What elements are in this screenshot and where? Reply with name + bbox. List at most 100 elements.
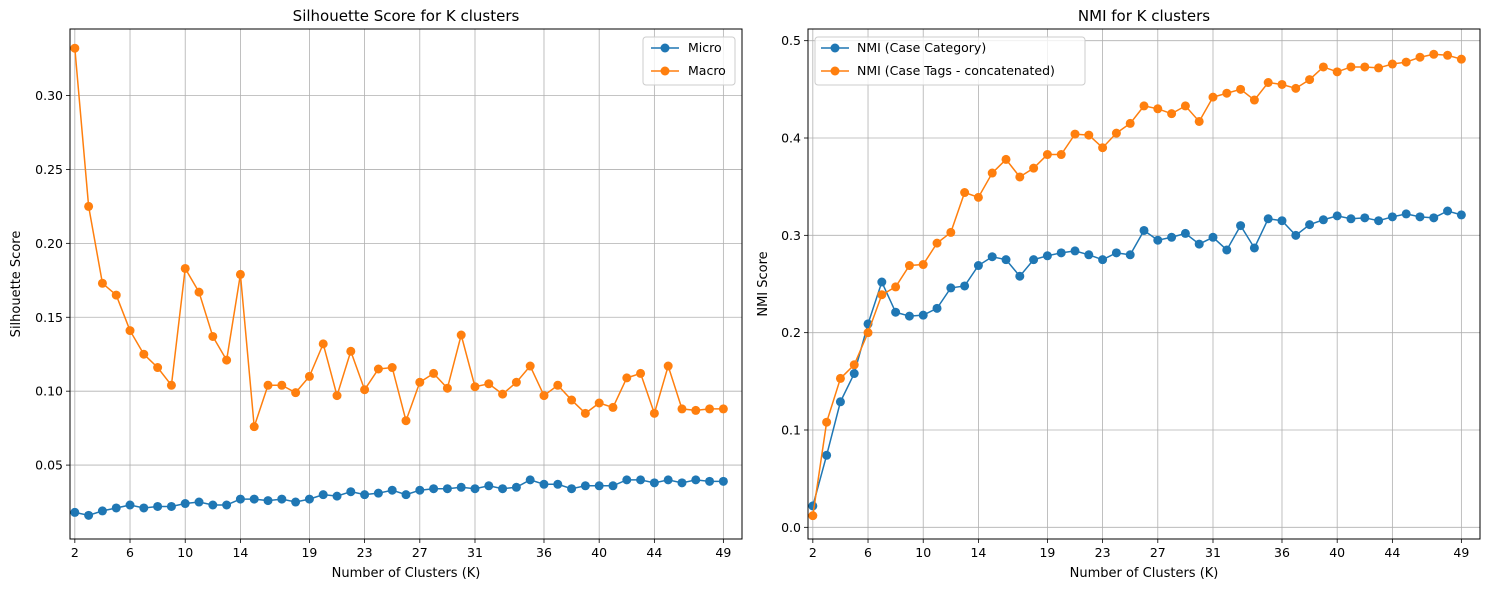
x-tick-label: 44 [646, 545, 662, 560]
data-point [1070, 246, 1080, 256]
data-point [360, 490, 370, 500]
legend-marker-case-category [830, 43, 840, 53]
data-point [622, 373, 632, 383]
y-tick-label: 0.10 [35, 384, 63, 399]
data-point [1015, 271, 1025, 281]
data-point [987, 168, 997, 178]
series-layer [70, 43, 728, 520]
data-point [1305, 220, 1315, 230]
data-point [567, 484, 577, 494]
data-point [1125, 118, 1135, 128]
data-point [1277, 216, 1287, 226]
data-point [1291, 83, 1301, 93]
legend-marker-micro [660, 43, 670, 53]
x-tick-label: 14 [232, 545, 248, 560]
data-point [718, 476, 728, 486]
data-point [1318, 215, 1328, 225]
data-point [553, 479, 563, 489]
x-tick-label: 27 [412, 545, 428, 560]
series-1 [808, 206, 1466, 511]
data-point [1153, 235, 1163, 245]
data-point [849, 360, 859, 370]
data-point [1222, 245, 1232, 255]
data-point [1070, 129, 1080, 139]
plot-frame [69, 28, 743, 540]
x-tick-label: 49 [1453, 545, 1469, 560]
data-point [822, 417, 832, 427]
data-point [918, 310, 928, 320]
data-point [891, 307, 901, 317]
data-point [249, 494, 259, 504]
data-point [97, 278, 107, 288]
data-point [125, 500, 135, 510]
data-point [849, 369, 859, 379]
data-point [1084, 250, 1094, 260]
data-point [608, 402, 618, 412]
data-point [1415, 212, 1425, 222]
data-point [705, 476, 715, 486]
data-point [277, 380, 287, 390]
x-tick-label: 10 [915, 545, 931, 560]
y-tick-label: 0.4 [781, 131, 801, 146]
data-point [1456, 54, 1466, 64]
data-point [139, 503, 149, 513]
data-point [608, 481, 618, 491]
data-point [1374, 216, 1384, 226]
data-point [1208, 232, 1218, 242]
data-point [539, 479, 549, 489]
data-point [1098, 143, 1108, 153]
data-point [525, 361, 535, 371]
data-point [877, 290, 887, 300]
x-tick-label: 23 [357, 545, 373, 560]
data-point [401, 416, 411, 426]
legend-label-micro: Micro [688, 40, 722, 55]
data-point [1125, 250, 1135, 260]
legend-marker-macro [660, 66, 670, 76]
data-point [387, 485, 397, 495]
data-point [332, 391, 342, 401]
series-line [812, 53, 1462, 516]
data-point [498, 484, 508, 494]
x-axis-label: Number of Clusters (K) [1070, 566, 1219, 581]
data-point [1153, 104, 1163, 114]
data-point [1443, 50, 1453, 60]
data-point [1277, 79, 1287, 89]
x-tick-label: 44 [1384, 545, 1400, 560]
data-point [835, 397, 845, 407]
x-tick-label: 2 [809, 545, 817, 560]
x-tick-label: 2 [71, 545, 79, 560]
data-point [1429, 49, 1439, 59]
data-point [904, 311, 914, 321]
data-point [84, 510, 94, 520]
y-tick-label: 0.2 [781, 325, 801, 340]
chart-title: NMI for K clusters [1078, 7, 1210, 25]
data-point [636, 368, 646, 378]
data-point [125, 326, 135, 336]
data-point [594, 481, 604, 491]
y-axis-label: Silhouette Score [9, 231, 24, 338]
data-point [304, 371, 314, 381]
data-point [946, 283, 956, 293]
data-point [594, 398, 604, 408]
data-point [208, 500, 218, 510]
data-point [553, 380, 563, 390]
data-point [932, 303, 942, 313]
data-point [360, 385, 370, 395]
legend: Micro Macro [642, 36, 736, 86]
data-point [222, 500, 232, 510]
legend-label-case-category: NMI (Case Category) [857, 40, 986, 55]
data-point [539, 391, 549, 401]
x-tick-label: 6 [126, 545, 134, 560]
data-point [249, 422, 259, 432]
data-point [973, 261, 983, 271]
data-point [1194, 116, 1204, 126]
legend-label-macro: Macro [688, 63, 726, 78]
data-point [1374, 63, 1384, 73]
data-point [622, 475, 632, 485]
legend-marker-case-tags [830, 66, 840, 76]
data-point [663, 475, 673, 485]
grid [808, 29, 1480, 539]
data-point [1456, 210, 1466, 220]
x-tick-label: 27 [1150, 545, 1166, 560]
